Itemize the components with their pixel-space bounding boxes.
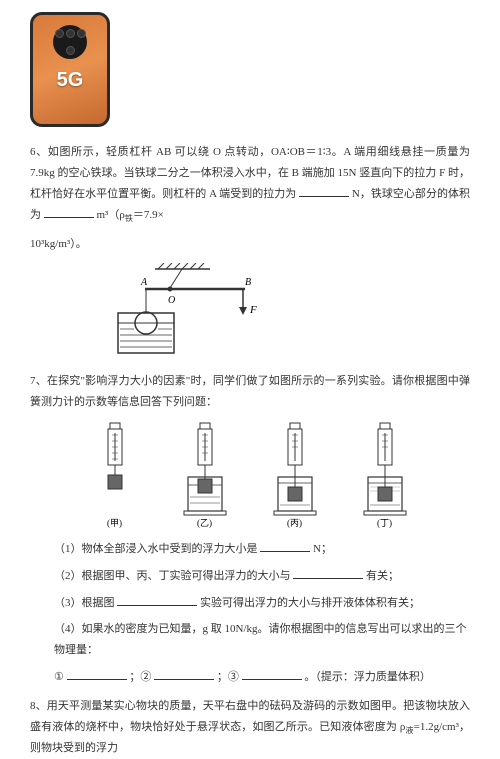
blank-opt1 (67, 668, 127, 680)
rho-sub: 铁 (125, 214, 133, 223)
setup-ding: (丁) (350, 421, 420, 531)
diagram-label-bing: (丙) (287, 518, 302, 528)
blank-opt2 (154, 668, 214, 680)
q7-2b: 有关； (366, 570, 399, 582)
phone-camera-module (53, 25, 87, 59)
label-B: B (245, 277, 251, 288)
q7-3a: （3）根据图 (54, 597, 115, 609)
q7-3b: 实验可得出浮力的大小与排开液体体积有关； (200, 597, 420, 609)
buoyancy-diagrams: (甲) (乙) (70, 421, 430, 531)
camera-lens (66, 29, 75, 38)
setup-jia: (甲) (80, 421, 150, 531)
camera-lens (66, 46, 75, 55)
opt4: 。（提示：浮力质量体积） (304, 671, 431, 683)
q6-text-3e: ＝7.9× (133, 209, 164, 221)
camera-lens (55, 29, 64, 38)
question-8: 8、用天平测量某实心物块的质量，天平右盘中的砝码及游码的示数如图甲。把该物块放入… (30, 696, 470, 759)
opt2: ；② (129, 671, 151, 683)
q6-text-3: m³（ρ (97, 209, 125, 221)
q7-1a: （1）物体全部浸入水中受到的浮力大小是 (54, 543, 258, 555)
q7-1b: N； (313, 543, 332, 555)
blank-factor (293, 567, 363, 579)
label-A: A (140, 277, 148, 288)
blank-volume (44, 206, 94, 218)
lever-diagram: A B O F (90, 263, 270, 363)
fiveg-label: 5G (57, 61, 84, 99)
setup-yi: (乙) (170, 421, 240, 531)
camera-lens (77, 29, 86, 38)
q8-text-a: 8、用天平测量某实心物块的质量，天平右盘中的砝码及游码的示数如图甲。把该物块放入… (30, 700, 470, 733)
setup-bing: (丙) (260, 421, 330, 531)
blank-force (299, 185, 349, 197)
q7-sub2: （2）根据图甲、丙、丁实验可得出浮力的大小与 有关； (30, 566, 470, 587)
opt1: ① (54, 671, 64, 683)
question-7: 7、在探究"影响浮力大小的因素"时，同学们做了如图所示的一系列实验。请你根据图中… (30, 371, 470, 413)
question-6: 6、如图所示，轻质杠杆 AB 可以绕 O 点转动，OA∶OB＝1∶3。A 端用细… (30, 142, 470, 226)
diagram-label-ding: (丁) (377, 518, 392, 528)
q6-text-4: 10³kg/m³）。 (30, 234, 470, 255)
q7-sub3: （3）根据图 实验可得出浮力的大小与排开液体体积有关； (30, 593, 470, 614)
q7-sub1: （1）物体全部浸入水中受到的浮力大小是 N； (30, 539, 470, 560)
rho-liquid-sub: 液 (405, 726, 413, 735)
diagram-label-yi: (乙) (197, 518, 212, 528)
q7-2a: （2）根据图甲、丙、丁实验可得出浮力的大小与 (54, 570, 291, 582)
blank-buoyancy (260, 540, 310, 552)
label-O: O (168, 295, 175, 306)
blank-opt3 (242, 668, 302, 680)
blank-figures (117, 594, 197, 606)
q7-sub4-options: ① ；② ；③ 。（提示：浮力质量体积） (30, 667, 470, 688)
diagram-label-jia: (甲) (107, 518, 122, 528)
phone-image: 5G (30, 12, 120, 132)
q7-sub4: （4）如果水的密度为已知量，g 取 10N/kg。请你根据图中的信息写出可以求出… (30, 619, 470, 661)
opt3: ；③ (217, 671, 239, 683)
label-F: F (249, 304, 257, 316)
phone-body: 5G (30, 12, 110, 127)
